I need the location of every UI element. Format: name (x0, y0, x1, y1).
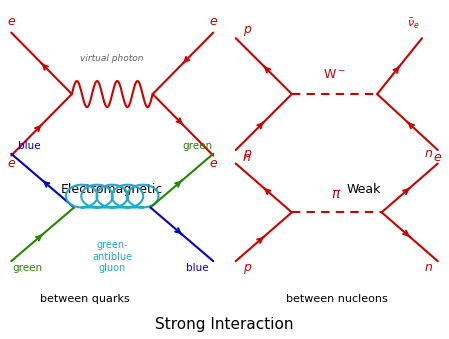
Text: e: e (434, 151, 442, 164)
Text: between quarks: between quarks (40, 294, 130, 304)
Text: n: n (425, 147, 433, 160)
Text: e: e (209, 15, 217, 28)
Text: virtual photon: virtual photon (80, 54, 144, 63)
Text: green: green (12, 263, 42, 273)
Text: e: e (209, 157, 217, 170)
Text: e: e (7, 15, 15, 28)
Text: p: p (243, 261, 251, 274)
Text: p: p (243, 23, 251, 36)
Text: $\bar{\nu}_e$: $\bar{\nu}_e$ (407, 17, 419, 31)
Text: W$^-$: W$^-$ (323, 68, 346, 81)
Text: between nucleons: between nucleons (286, 294, 387, 304)
Text: green: green (182, 141, 213, 151)
Text: p: p (243, 147, 251, 160)
Text: Strong Interaction: Strong Interaction (155, 317, 294, 332)
Text: blue: blue (186, 263, 209, 273)
Text: green-
antiblue
gluon: green- antiblue gluon (92, 240, 132, 273)
Text: Electromagnetic: Electromagnetic (61, 183, 163, 196)
Text: $\pi$: $\pi$ (331, 187, 342, 201)
Text: blue: blue (18, 141, 40, 151)
Text: Weak: Weak (347, 183, 381, 196)
Text: n: n (243, 151, 251, 164)
Text: n: n (425, 261, 433, 274)
Text: e: e (7, 157, 15, 170)
